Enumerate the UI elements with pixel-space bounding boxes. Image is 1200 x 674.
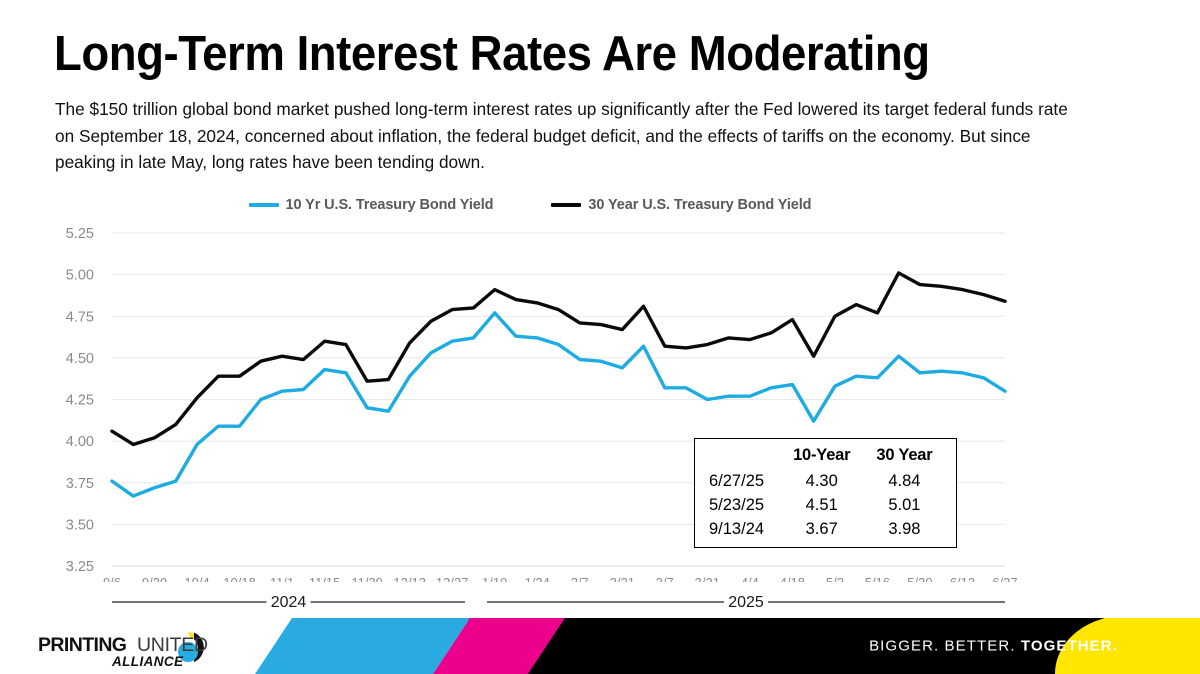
footer-black-bar [528,618,700,674]
series-line-30yr [110,271,1007,447]
table-cell-ten: 4.30 [805,471,838,490]
logo-text-printing: PRINTING [38,634,126,656]
footer-magenta-bar [433,618,565,674]
table-header-row: 10-Year 30 Year [705,443,946,469]
x-axis-tick-label: 5/30 [907,575,932,582]
x-axis-tick-label: 2/7 [571,575,589,582]
table-cell-thirty: 5.01 [888,495,921,514]
legend-swatch-30yr [551,203,582,207]
year-label-2025: 2025 [728,594,764,611]
table-header-blank [705,443,780,469]
x-axis-tick-label: 11/1 [270,575,294,582]
y-axis-tick-label: 4.50 [66,351,94,367]
table-cell-ten: 3.67 [805,519,838,538]
summary-table-head: 10-Year 30 Year [705,443,946,469]
x-axis-tick-label: 2/21 [610,575,635,582]
x-axis-tick-label: 12/13 [393,575,426,582]
x-axis-tick-label: 12/27 [436,575,469,582]
x-axis-tick-label: 10/4 [184,575,209,582]
series-line-10yr [110,311,1007,498]
x-axis-tick-label: 11/15 [309,575,341,582]
y-axis-tick-label: 3.25 [66,559,94,575]
logo-mark: PRINTING UNITED ALLIANCE [38,632,208,669]
legend-label-30yr: 30 Year U.S. Treasury Bond Yield [588,197,812,213]
x-axis-tick-label: 11/29 [351,575,383,582]
subtitle-text: The $150 trillion global bond market pus… [55,99,1068,172]
logo-swoosh-icon [178,632,204,662]
x-axis-tick-label: 6/27 [992,575,1017,582]
y-axis-tick-label: 5.00 [66,268,94,284]
legend-item-10yr: 10 Yr U.S. Treasury Bond Yield [248,197,494,213]
table-cell-thirty: 3.98 [888,519,921,538]
y-axis-tick-label: 3.75 [66,476,94,492]
tagline-light: BIGGER. BETTER. [869,637,1021,655]
summary-table-body: 6/27/25 4.30 4.84 5/23/25 4.51 5.01 9/13… [705,469,946,541]
table-header-30year: 30 Year [876,446,933,464]
chart-canvas: 5.25 5.00 4.75 4.50 4.25 4.00 3.75 3.50 3.25 9/6 9… [66,226,1018,582]
x-axis-tick-label: 6/13 [950,575,975,582]
page-title: Long-Term Interest Rates Are Moderating [54,27,930,81]
x-axis-tick-label: 5/2 [826,575,844,582]
year-label-2024: 2024 [271,594,307,611]
x-axis-tick-label: 4/18 [780,575,805,582]
y-axis-tick-label: 5.25 [66,226,94,242]
y-axis-tick-label: 4.25 [66,393,94,409]
table-header-10year: 10-Year [793,446,851,464]
legend-item-30yr: 30 Year U.S. Treasury Bond Yield [551,197,812,213]
table-cell-date: 9/13/24 [709,519,765,538]
table-cell-date: 5/23/25 [709,495,765,514]
x-axis-tick-label: 5/16 [865,575,890,582]
x-axis-tick-label: 1/24 [525,575,550,582]
y-axis-tick-label: 3.50 [66,517,94,533]
table-cell-ten: 4.51 [805,495,838,514]
x-axis-tick-label: 9/20 [142,575,167,582]
summary-table-element: 10-Year 30 Year 6/27/25 4.30 4.84 5/23/2… [705,443,946,541]
x-axis-tick-label: 3/21 [695,575,720,582]
year-band-canvas: 2024 2025 [112,594,1005,611]
footer-graphics [255,618,1200,674]
brand-logo: PRINTING UNITED ALLIANCE [36,626,216,670]
x-axis-tick-label: 1/10 [482,575,507,582]
x-axis-tick-label: 9/6 [103,575,121,582]
x-axis-tick-label: 10/18 [223,575,256,582]
legend-swatch-10yr [248,203,279,207]
logo-text-united: UNITED [137,634,208,656]
tagline-bold: TOGETHER. [1020,637,1118,655]
legend-label-10yr: 10 Yr U.S. Treasury Bond Yield [285,197,494,213]
table-row: 5/23/25 4.51 5.01 [705,493,946,517]
logo-text-alliance: ALLIANCE [111,654,184,669]
year-band: 2024 2025 [0,588,1060,614]
table-cell-thirty: 4.84 [888,471,921,490]
x-axis-tick-label: 3/7 [656,575,674,582]
footer-tagline: BIGGER. BETTER. TOGETHER. [869,638,1118,655]
footer-bar: PRINTING UNITED ALLIANCE BIGGER. BETTER.… [0,618,1200,674]
table-row: 9/13/24 3.67 3.98 [705,517,946,541]
y-axis-tick-label: 4.00 [66,434,94,450]
table-cell-date: 6/27/25 [709,471,765,490]
summary-table: 10-Year 30 Year 6/27/25 4.30 4.84 5/23/2… [694,438,957,548]
footer-yellow-shape-2 [1110,618,1200,674]
x-axis-tick-label: 4/4 [741,575,759,582]
chart-legend: 10 Yr U.S. Treasury Bond Yield 30 Year U… [0,197,1060,213]
line-chart: 5.25 5.00 4.75 4.50 4.25 4.00 3.75 3.50 3.25 9/6 9… [0,222,1060,582]
y-axis-tick-label: 4.75 [66,309,94,325]
table-row: 6/27/25 4.30 4.84 [705,469,946,493]
footer-cyan-bar [255,618,470,674]
